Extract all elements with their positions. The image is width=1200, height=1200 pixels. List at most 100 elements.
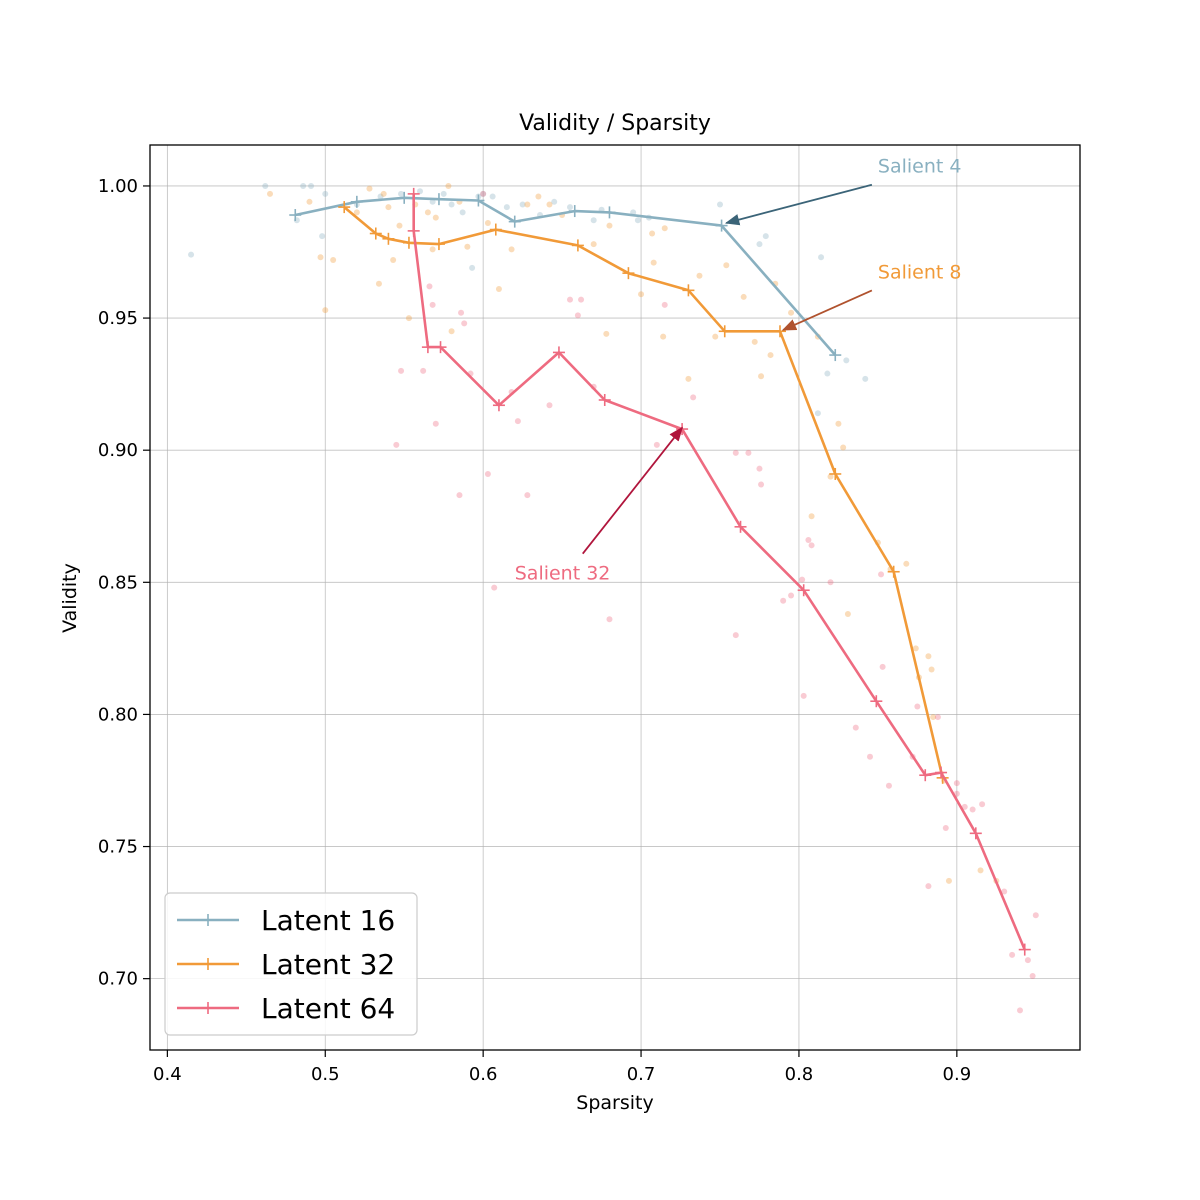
legend-label: Latent 32: [261, 948, 395, 981]
latent-32-scatter-point: [649, 230, 656, 237]
latent-64-line-point: [421, 341, 434, 354]
latent-32-scatter-point: [712, 333, 719, 340]
latent-32-line-point: [432, 238, 445, 251]
latent-32-scatter-point: [464, 243, 471, 250]
legend: Latent 16 Latent 32 Latent 64: [164, 892, 418, 1036]
latent-64-scatter-point: [1032, 912, 1039, 919]
latent-32-line-point: [369, 227, 382, 240]
latent-64-scatter-point: [756, 465, 763, 472]
latent-64-line-point: [492, 399, 505, 412]
latent-32-line-point: [571, 239, 584, 252]
x-tick-label: 0.5: [311, 1064, 340, 1085]
latent-64-scatter-point: [484, 470, 491, 477]
latent-32-scatter-point: [424, 209, 431, 216]
latent-64-scatter-point: [567, 296, 573, 303]
latent-16-scatter-point: [319, 233, 326, 240]
x-tick-label: 0.9: [943, 1064, 972, 1085]
latent-64-scatter-point: [653, 441, 660, 448]
latent-32-scatter-point: [375, 280, 382, 287]
latent-32-line-point: [338, 201, 351, 214]
grid: [150, 145, 1080, 1050]
latent-16-scatter-point: [551, 198, 558, 205]
latent-64-scatter-point: [393, 441, 400, 448]
legend-swatch-marker: [202, 958, 214, 970]
latent-64-line-point: [797, 584, 810, 597]
x-tick-label: 0.8: [785, 1064, 814, 1085]
plot-frame: [149, 144, 1081, 1051]
latent-64-scatter-point: [745, 449, 752, 456]
latent-32-scatter-point: [945, 877, 952, 884]
latent-64-line-point: [969, 827, 982, 840]
latent-64-line-point: [407, 224, 420, 237]
latent-16-line-point: [508, 215, 521, 228]
latent-64-scatter-point: [661, 301, 668, 308]
latent-16-scatter-point: [818, 254, 825, 261]
latent-32-line-point: [489, 223, 502, 236]
latent-32-scatter-point: [844, 611, 851, 618]
latent-32-scatter-point: [317, 254, 324, 261]
annotations: Salient 4 Salient 8 Salient 32: [515, 156, 962, 585]
legend-item-latent-32: Latent 32: [177, 948, 395, 981]
x-tick-label: 0.6: [469, 1064, 498, 1085]
annotation-label: Salient 4: [878, 156, 962, 178]
latent-32-scatter-point: [606, 222, 613, 229]
y-tick-label: 0.80: [98, 704, 138, 725]
latent-16-line-point: [432, 193, 445, 206]
latent-64-scatter-point: [942, 825, 949, 832]
latent-32-scatter-point: [546, 201, 553, 208]
latent-32-scatter-point: [723, 262, 730, 269]
latent-16-line-point: [829, 349, 842, 362]
latent-32-scatter-point: [432, 214, 439, 221]
latent-64-scatter-point: [578, 296, 585, 303]
axis-ticks: 0.4 0.5 0.6 0.7 0.8 0.9 0.70 0.75 0.80 0.85 0.90 0.…: [98, 176, 971, 1085]
latent-64-scatter-point: [808, 542, 815, 549]
latent-64-line-point: [734, 520, 747, 533]
latent-64-scatter-point: [969, 806, 976, 813]
latent-32-scatter-point: [840, 444, 847, 451]
latent-16-scatter-point: [567, 204, 573, 211]
latent-64-scatter-point: [758, 481, 765, 488]
latent-32-line-point: [829, 467, 842, 480]
latent-16-scatter-point: [519, 201, 526, 208]
latent-16-scatter-point: [322, 190, 329, 197]
latent-64-line-point: [1018, 943, 1031, 956]
latent-16-line-point: [568, 205, 581, 218]
latent-16-scatter-point: [814, 410, 821, 417]
latent-64-scatter-point: [491, 584, 498, 591]
latent-64-scatter-point: [461, 320, 468, 327]
latent-32-line-point: [382, 232, 395, 245]
y-tick-label: 1.00: [98, 176, 138, 197]
latent-32-scatter-point: [925, 653, 932, 660]
latent-16-scatter-point: [440, 190, 447, 197]
latent-32-scatter-point: [366, 185, 373, 192]
legend-label: Latent 64: [261, 992, 395, 1025]
latent-32-scatter-point: [484, 219, 491, 226]
latent-32-line-point: [682, 284, 695, 297]
latent-64-scatter-point: [456, 492, 463, 499]
latent-64-scatter-point: [524, 492, 531, 499]
latent-32-scatter-point: [385, 204, 392, 211]
latent-16-line-point: [715, 219, 728, 232]
latent-16-scatter-point: [377, 193, 384, 200]
latent-16-scatter-point: [756, 241, 763, 248]
latent-32-scatter-point: [590, 241, 597, 248]
latent-32-scatter-point: [928, 666, 935, 673]
y-tick-label: 0.75: [98, 837, 138, 858]
latent-16-line-point: [603, 206, 616, 219]
annotation-arrow: [781, 289, 873, 331]
latent-64-scatter-point: [514, 418, 521, 425]
latent-32-scatter-point: [767, 352, 774, 359]
latent-64-scatter-point: [420, 367, 427, 374]
latent-16-line-point: [472, 194, 485, 207]
latent-64-scatter-point: [852, 724, 859, 731]
latent-16-scatter-point: [480, 190, 487, 197]
latent-32-scatter-point: [535, 193, 542, 200]
latent-16-scatter-point: [824, 370, 831, 377]
latent-16-scatter-point: [862, 375, 869, 382]
chart-title: Validity / Sparsity: [519, 111, 711, 136]
latent-16-scatter-point: [398, 190, 405, 197]
latent-64-scatter-point: [979, 801, 986, 808]
latent-32-scatter-point: [267, 190, 273, 197]
latent-32-line-point: [887, 565, 900, 578]
